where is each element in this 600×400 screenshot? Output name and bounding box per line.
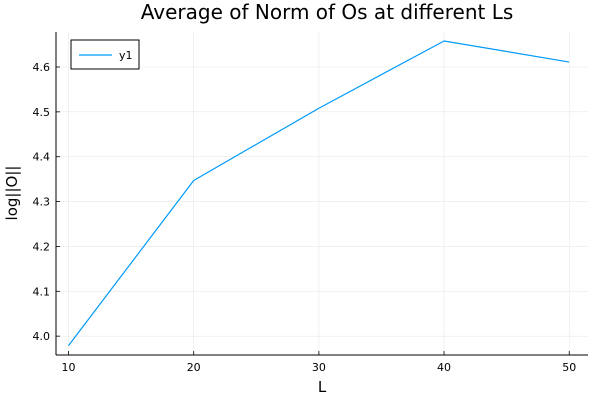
- y-axis-label: log||O||: [3, 166, 21, 221]
- chart-title: Average of Norm of Os at different Ls: [141, 0, 514, 24]
- legend: y1: [70, 39, 140, 70]
- y-tick-label: 4.0: [33, 330, 51, 343]
- legend-label: y1: [119, 49, 133, 62]
- y-ticks: 4.0 4.1 4.2 4.3 4.4 4.5 4.6: [33, 61, 60, 343]
- x-tick-label: 10: [62, 361, 76, 374]
- x-ticks: 10 20 30 40 50: [62, 351, 576, 374]
- y-tick-label: 4.4: [33, 151, 51, 164]
- grid: [56, 32, 588, 355]
- x-axis-label: L: [318, 378, 327, 396]
- y-tick-label: 4.2: [33, 240, 51, 253]
- series-line-y1: [68, 40, 570, 346]
- y-tick-label: 4.5: [33, 106, 51, 119]
- axes: [55, 32, 588, 356]
- series: [68, 40, 570, 346]
- y-tick-label: 4.1: [33, 285, 51, 298]
- x-tick-label: 40: [437, 361, 451, 374]
- x-tick-label: 20: [187, 361, 201, 374]
- x-tick-label: 30: [312, 361, 326, 374]
- y-tick-label: 4.3: [33, 196, 51, 209]
- y-tick-label: 4.6: [33, 61, 51, 74]
- x-tick-label: 50: [562, 361, 576, 374]
